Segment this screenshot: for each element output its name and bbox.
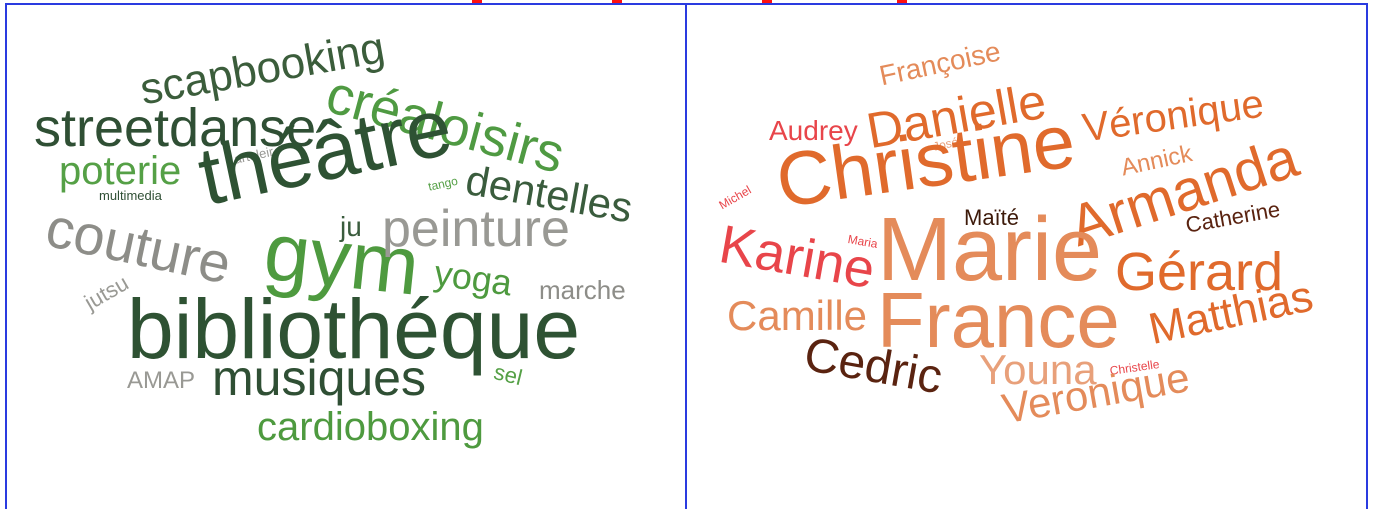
cloud-word: musiques xyxy=(212,350,426,406)
cloud-word: peinture xyxy=(382,200,570,258)
cloud-word: multimedia xyxy=(99,188,162,203)
cloud-word: ju xyxy=(340,211,362,242)
cloud-word: AMAP xyxy=(127,367,196,394)
cloud-word: Michel xyxy=(716,182,754,213)
cloud-word: Audrey xyxy=(769,115,858,146)
cloud-word: tango xyxy=(426,173,460,194)
cloud-word: couture xyxy=(40,195,237,296)
top-mark xyxy=(472,0,482,3)
top-mark xyxy=(897,0,907,3)
cloud-word: Karine xyxy=(715,214,880,301)
cloud-word: sel xyxy=(491,359,525,391)
cloud-word: Camille xyxy=(727,292,868,339)
word-cloud-names: Françoise Audrey Danielle Véronique José… xyxy=(685,3,1368,509)
top-mark xyxy=(762,0,772,3)
cloud-word: streetdanse xyxy=(34,98,317,158)
cloud-word: Youna xyxy=(979,346,1097,393)
cloud-word: bibliothéque xyxy=(127,282,581,376)
word-cloud-activities: scapbooking créaloisirs streetdanse pote… xyxy=(5,3,687,509)
cloud-word: jutsu xyxy=(80,270,133,315)
cloud-word: Marie xyxy=(877,200,1103,300)
cloud-word: Gérard xyxy=(1115,242,1284,302)
cloud-word: cardioboxing xyxy=(257,405,484,449)
cloud-word: marche xyxy=(539,275,626,305)
cloud-word: France xyxy=(877,276,1120,364)
cloud-word: Maïté xyxy=(964,205,1020,230)
cloud-word: poterie xyxy=(59,149,182,193)
top-mark xyxy=(612,0,622,3)
